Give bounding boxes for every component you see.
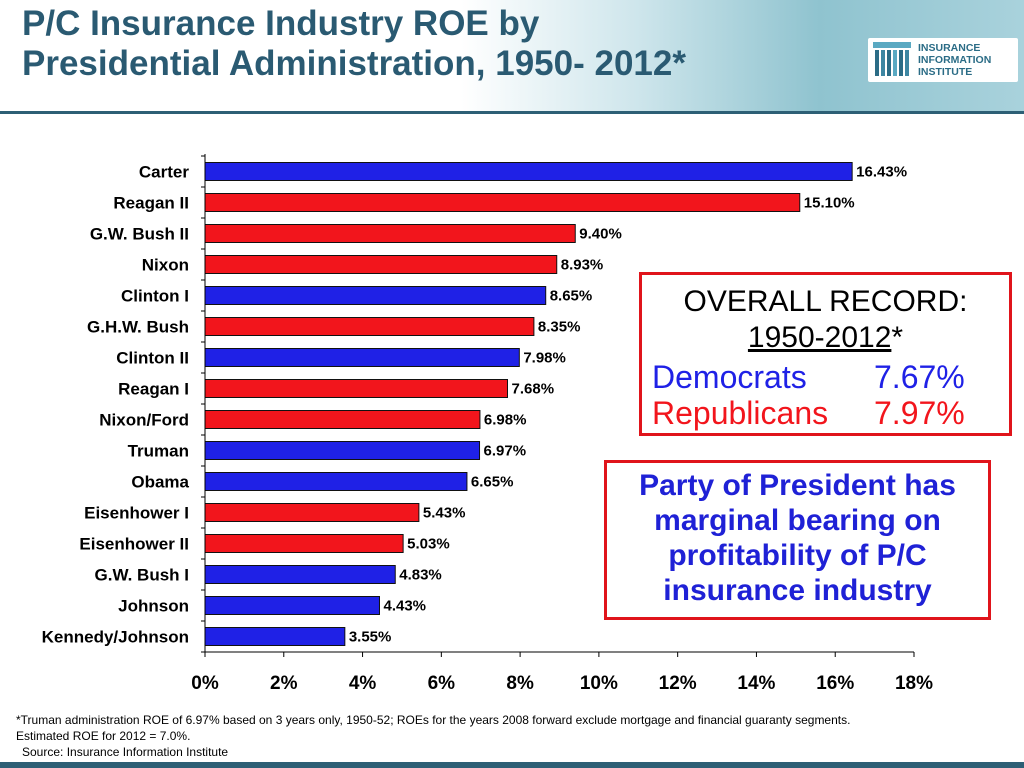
bar [204,534,404,553]
record-period-asterisk: * [891,321,904,354]
bar [204,565,396,584]
header-banner [0,0,1024,112]
data-label: 3.55% [349,629,392,646]
category-label: Clinton I [121,287,189,306]
bar [204,162,853,181]
category-label: Clinton II [116,349,189,368]
category-label: Reagan II [113,194,189,213]
x-tick-label: 18% [895,673,933,694]
data-label: 7.98% [523,350,566,367]
roe-bar-chart: Carter 16.43% Reagan II 15.10% G.W. Bush II 9… [42,154,933,694]
title-line-2: Presidential Administration, 1950- 2012* [22,44,686,83]
logo-line-3: INSTITUTE [918,66,973,78]
category-label: Kennedy/Johnson [42,628,189,647]
bar [204,596,380,615]
footnote-line-1: *Truman administration ROE of 6.97% base… [16,713,851,727]
iii-logo: INSURANCE INFORMATION INSTITUTE [868,38,1018,82]
data-label: 6.98% [484,412,527,429]
bar [204,503,420,522]
category-label: Nixon [142,256,189,275]
x-tick-label: 0% [191,673,219,694]
bar [204,255,558,274]
x-tick-label: 8% [506,673,534,694]
category-label: Truman [128,442,189,461]
record-democrats-label: Democrats [652,359,807,395]
logo-line-1: INSURANCE [918,42,981,54]
x-tick-label: 6% [428,673,456,694]
note-line-1: Party of President has [639,469,956,502]
bar [204,379,509,398]
record-period: 1950-2012* [642,321,1009,355]
iii-logo-text: INSURANCE INFORMATION INSTITUTE [918,42,1018,78]
note-line-3: profitability of P/C [668,539,927,572]
iii-logo-icon [873,42,911,76]
category-label: Eisenhower II [79,535,189,554]
source-note: Source: Insurance Information Institute [22,745,229,759]
x-tick-label: 12% [659,673,697,694]
data-label: 7.68% [512,381,555,398]
record-democrats-value: 7.67% [874,359,965,395]
bar [204,224,576,243]
category-label: Johnson [118,597,189,616]
category-label: Reagan I [118,380,189,399]
category-label: Nixon/Ford [99,411,189,430]
record-democrats-row: Democrats 7.67% [652,359,1002,395]
bar [204,472,468,491]
data-label: 8.65% [550,288,593,305]
note-line-4: insurance industry [663,574,932,607]
record-period-years: 1950-2012 [747,321,892,354]
header-divider [0,111,1024,114]
logo-line-2: INFORMATION [918,54,992,66]
data-label: 15.10% [804,195,855,212]
category-label: G.H.W. Bush [87,318,189,337]
bar [204,348,520,367]
x-tick-label: 2% [270,673,298,694]
x-tick-label: 16% [816,673,854,694]
record-republicans-label: Republicans [652,395,829,431]
x-tick-label: 4% [349,673,377,694]
data-label: 8.93% [561,257,604,274]
data-label: 6.65% [471,474,514,491]
data-label: 5.43% [423,505,466,522]
category-label: G.W. Bush I [95,566,189,585]
data-label: 5.03% [407,536,450,553]
bar [204,193,801,212]
bar [204,627,346,646]
category-label: G.W. Bush II [90,225,189,244]
record-republicans-row: Republicans 7.97% [652,395,1002,431]
title-line-1: P/C Insurance Industry ROE by [22,4,540,43]
bar [204,286,547,305]
footnote: *Truman administration ROE of 6.97% base… [16,712,1016,744]
note-line-2: marginal bearing on [654,504,941,537]
bar [204,410,481,429]
data-label: 4.83% [399,567,442,584]
bar [204,317,535,336]
bar [204,441,481,460]
category-label: Obama [131,473,189,492]
overall-record-box: OVERALL RECORD: 1950-2012* Democrats 7.6… [639,272,1012,436]
data-label: 16.43% [856,164,907,181]
category-label: Eisenhower I [84,504,189,523]
x-tick-label: 14% [737,673,775,694]
footer-bar [0,762,1024,768]
x-tick-label: 10% [580,673,618,694]
data-label: 8.35% [538,319,581,336]
record-republicans-value: 7.97% [874,395,965,431]
data-label: 6.97% [484,443,527,460]
data-label: 4.43% [383,598,426,615]
party-note-box: Party of President has marginal bearing … [604,460,991,620]
category-label: Carter [139,163,189,182]
record-heading: OVERALL RECORD: [683,285,968,318]
footnote-line-2: Estimated ROE for 2012 = 7.0%. [16,729,191,743]
data-label: 9.40% [579,226,622,243]
page-title: P/C Insurance Industry ROE by Presidenti… [22,4,882,84]
